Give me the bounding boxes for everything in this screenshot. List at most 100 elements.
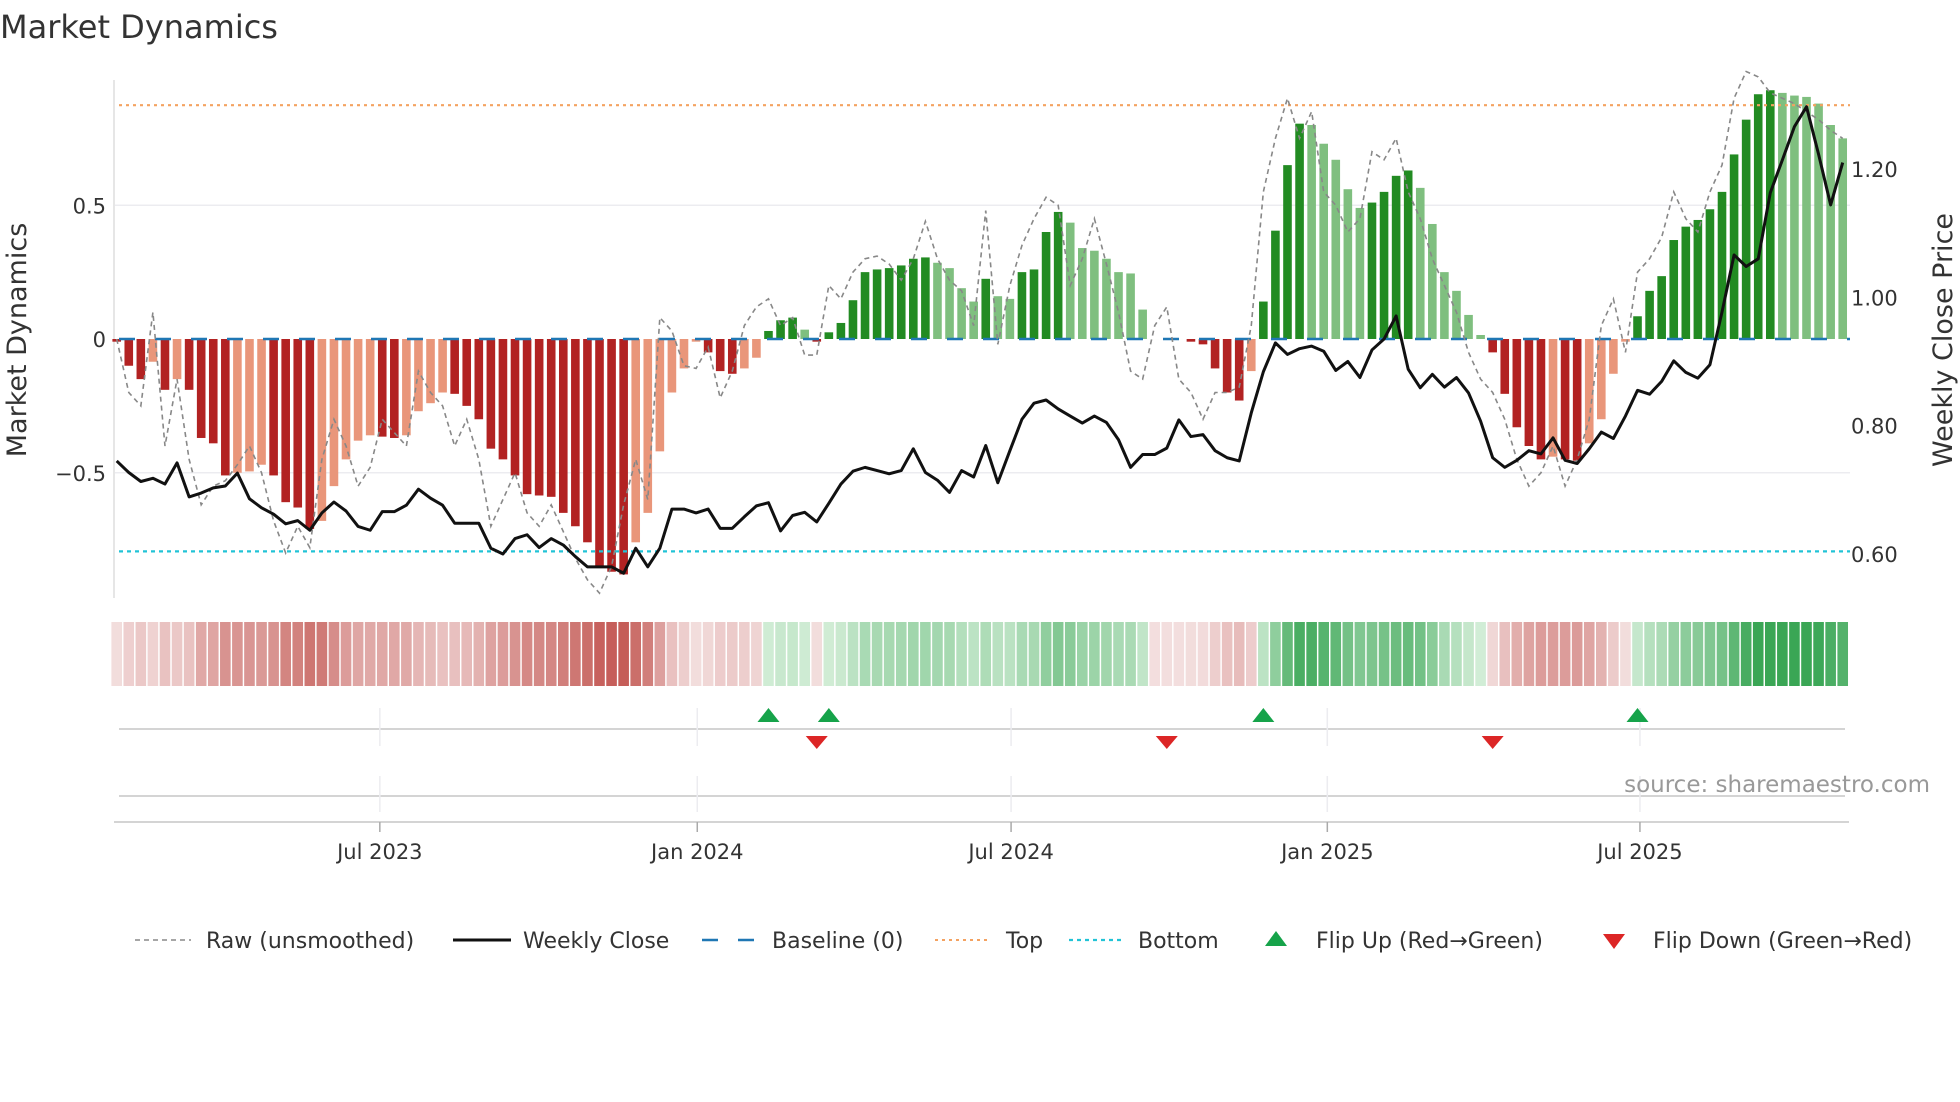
strip-cell bbox=[1813, 622, 1824, 686]
strip-cell bbox=[763, 622, 774, 686]
bar bbox=[414, 339, 423, 412]
bar bbox=[329, 339, 339, 487]
strip-cell bbox=[207, 622, 219, 686]
strip-cell bbox=[425, 622, 436, 686]
flip-markers bbox=[757, 708, 1649, 749]
bar bbox=[1657, 276, 1666, 339]
bar bbox=[293, 339, 303, 508]
strip-cell bbox=[1402, 622, 1414, 686]
bar bbox=[1802, 96, 1811, 339]
strip-cell bbox=[1837, 622, 1849, 686]
strip-cell bbox=[932, 622, 943, 686]
bar bbox=[1705, 209, 1715, 339]
strip-cell bbox=[1571, 622, 1583, 686]
bar bbox=[727, 339, 737, 374]
bar bbox=[619, 339, 628, 575]
flip-marker-panel bbox=[114, 728, 1849, 823]
bar bbox=[353, 339, 363, 441]
bar bbox=[1391, 175, 1401, 339]
strip-cell bbox=[1004, 622, 1016, 686]
strip-cell bbox=[364, 622, 376, 686]
grid bbox=[115, 204, 1850, 474]
strip-cell bbox=[1270, 622, 1281, 686]
bar bbox=[1597, 339, 1606, 420]
strip-cell bbox=[1016, 622, 1028, 686]
bar bbox=[1065, 222, 1075, 339]
bar bbox=[534, 339, 544, 496]
strip-cell bbox=[1137, 622, 1148, 686]
strip-cell bbox=[1680, 622, 1692, 686]
weekly-close-line bbox=[115, 105, 1845, 575]
bar bbox=[1379, 191, 1389, 339]
strip-cell bbox=[352, 622, 364, 686]
strip-cell bbox=[232, 622, 243, 686]
bar bbox=[896, 265, 906, 339]
strip-cell bbox=[111, 622, 122, 686]
bar bbox=[1210, 339, 1220, 369]
strip-cell bbox=[1294, 622, 1305, 686]
bar bbox=[486, 339, 496, 449]
x-tick-label: Jul 2025 bbox=[1595, 840, 1682, 864]
strip-cell bbox=[678, 622, 690, 686]
bar bbox=[836, 322, 846, 339]
legend-flip-down-icon bbox=[1603, 934, 1625, 949]
bar bbox=[546, 339, 556, 497]
flip-up-marker bbox=[817, 708, 840, 722]
bar bbox=[233, 339, 242, 473]
strip-cell bbox=[775, 622, 786, 686]
strip-cell bbox=[1644, 622, 1655, 686]
strip-cell bbox=[1282, 622, 1293, 686]
bar bbox=[305, 339, 315, 529]
bar bbox=[1053, 211, 1063, 339]
strip-cell bbox=[1221, 622, 1233, 686]
bar bbox=[1234, 339, 1244, 401]
x-ticks: Jul 2023 Jan 2024 Jul 2024 Jan 2025 Jul 2025 bbox=[335, 708, 1683, 864]
strip-cell bbox=[389, 622, 400, 686]
bar bbox=[1765, 90, 1775, 339]
bar bbox=[1355, 207, 1365, 339]
bar bbox=[1403, 170, 1413, 339]
bar bbox=[1452, 290, 1461, 339]
y2-tick-label: 1.00 bbox=[1851, 286, 1898, 310]
bar bbox=[1222, 339, 1232, 393]
strip-cell bbox=[1668, 622, 1680, 686]
strip-cell bbox=[1511, 622, 1523, 686]
bar bbox=[1548, 339, 1558, 457]
bar bbox=[196, 339, 206, 438]
strip-cell bbox=[1161, 622, 1173, 686]
bar bbox=[1572, 339, 1582, 461]
legend-label: Weekly Close bbox=[523, 929, 669, 954]
strip-cell bbox=[992, 622, 1004, 686]
flip-down-marker bbox=[1481, 736, 1504, 749]
strip-cell bbox=[1052, 622, 1064, 686]
bar bbox=[1102, 258, 1111, 339]
bar bbox=[1500, 339, 1510, 394]
bar bbox=[1029, 269, 1039, 339]
strip-cell bbox=[159, 622, 171, 686]
bar bbox=[402, 339, 411, 436]
strip-cell bbox=[1209, 622, 1221, 686]
strip-cell bbox=[883, 622, 895, 686]
strip-cell bbox=[1656, 622, 1667, 686]
bar bbox=[981, 278, 991, 339]
bar bbox=[1609, 339, 1618, 374]
bar bbox=[1729, 154, 1739, 339]
strip-cell bbox=[570, 622, 581, 686]
strip-cell bbox=[1728, 622, 1740, 686]
strip-cell bbox=[666, 622, 678, 686]
strip-cell bbox=[835, 622, 847, 686]
strip-cell bbox=[1523, 622, 1535, 686]
flip-up-marker bbox=[757, 708, 780, 722]
strip-cell bbox=[147, 622, 159, 686]
strip-cell bbox=[1451, 622, 1462, 686]
strip-cell bbox=[437, 622, 448, 686]
strip-cell bbox=[871, 622, 883, 686]
strip-cell bbox=[751, 622, 762, 686]
strip-cell bbox=[1499, 622, 1511, 686]
strip-cell bbox=[1390, 622, 1402, 686]
strip-cell bbox=[183, 622, 195, 686]
bar bbox=[1246, 339, 1256, 372]
strip-cell bbox=[1040, 622, 1052, 686]
strip-cell bbox=[304, 622, 316, 686]
strip-cell bbox=[1427, 622, 1438, 686]
